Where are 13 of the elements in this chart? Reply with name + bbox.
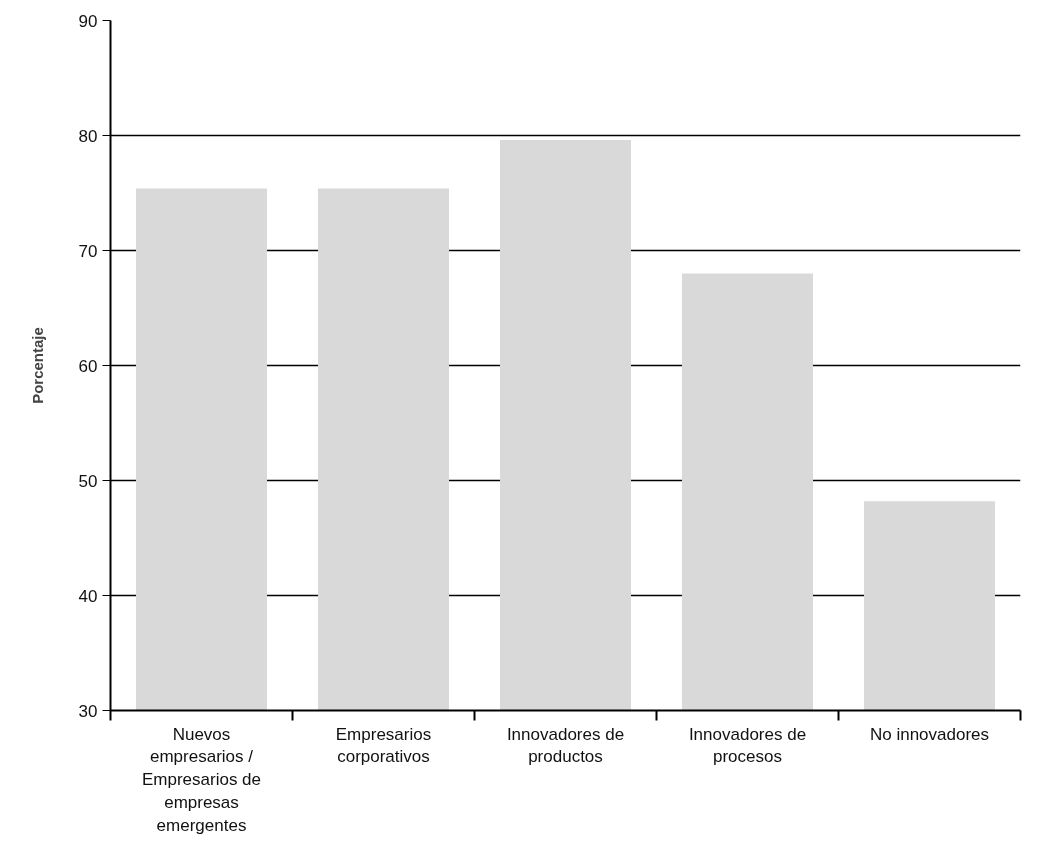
y-tick-label: 90 bbox=[78, 11, 98, 31]
y-axis-title: Porcentaje bbox=[28, 327, 46, 404]
x-tick-label: Empresarios corporativos bbox=[335, 724, 432, 767]
x-tick-label: Innovadores de productos bbox=[506, 724, 625, 767]
y-tick-label: 80 bbox=[78, 126, 98, 146]
x-tick-label: No innovadores bbox=[869, 724, 990, 744]
y-tick-label: 60 bbox=[78, 356, 98, 376]
y-tick-label: 30 bbox=[78, 701, 98, 721]
y-tick-label: 70 bbox=[78, 241, 98, 261]
y-tick-label: 50 bbox=[78, 471, 98, 491]
x-tick-label: Innovadores de procesos bbox=[688, 724, 807, 767]
y-tick-label: 40 bbox=[78, 586, 98, 606]
x-tick-label: Nuevos empresarios / Empresarios de empresas emergentes bbox=[141, 724, 262, 835]
